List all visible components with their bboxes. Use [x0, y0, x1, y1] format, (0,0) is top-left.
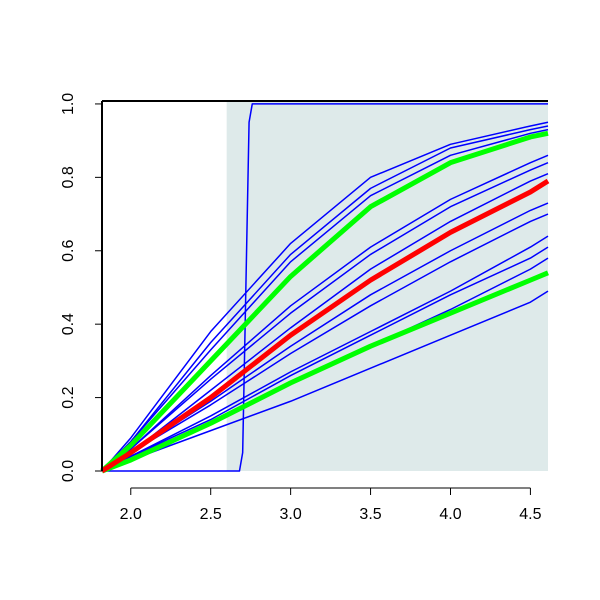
y-tick-label: 1.0	[60, 93, 77, 115]
curve	[100, 130, 549, 473]
x-tick-label: 3.5	[359, 506, 381, 523]
y-tick-label: 0.6	[60, 240, 77, 262]
y-tick-label: 0.4	[60, 313, 77, 335]
curve	[100, 178, 550, 474]
curve	[101, 121, 549, 472]
y-tick-label: 0.0	[60, 460, 77, 482]
curve	[101, 161, 549, 472]
curve	[101, 270, 549, 474]
x-tick-label: 4.0	[439, 506, 461, 523]
curve	[101, 125, 549, 472]
curve	[102, 103, 548, 472]
curve	[101, 128, 549, 472]
x-tick-label: 2.0	[120, 506, 142, 523]
y-tick-label: 0.2	[60, 386, 77, 408]
x-tick-label: 3.0	[280, 506, 302, 523]
x-tick-label: 2.5	[200, 506, 222, 523]
x-tick-label: 4.5	[519, 506, 541, 523]
y-tick-label: 0.8	[60, 166, 77, 188]
